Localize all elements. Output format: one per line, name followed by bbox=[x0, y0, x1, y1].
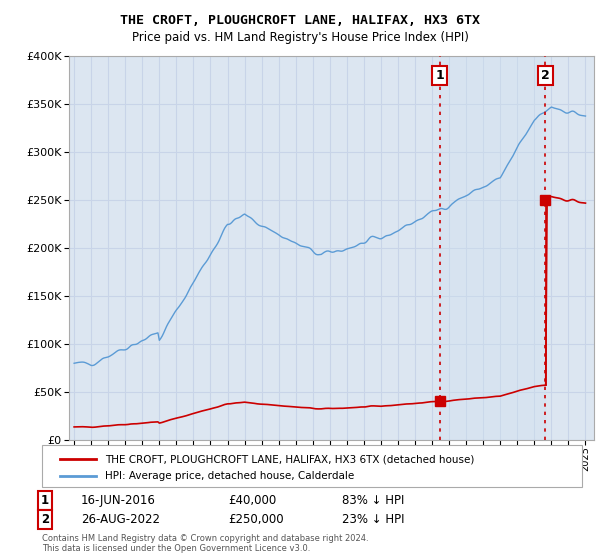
Text: 2: 2 bbox=[41, 513, 49, 526]
Text: 26-AUG-2022: 26-AUG-2022 bbox=[81, 513, 160, 526]
Text: HPI: Average price, detached house, Calderdale: HPI: Average price, detached house, Cald… bbox=[105, 471, 354, 481]
Text: 83% ↓ HPI: 83% ↓ HPI bbox=[342, 493, 404, 507]
Text: Price paid vs. HM Land Registry's House Price Index (HPI): Price paid vs. HM Land Registry's House … bbox=[131, 31, 469, 44]
Text: £40,000: £40,000 bbox=[228, 493, 276, 507]
Text: THE CROFT, PLOUGHCROFT LANE, HALIFAX, HX3 6TX (detached house): THE CROFT, PLOUGHCROFT LANE, HALIFAX, HX… bbox=[105, 454, 475, 464]
Text: 2: 2 bbox=[541, 69, 550, 82]
Text: 1: 1 bbox=[436, 69, 444, 82]
Text: £250,000: £250,000 bbox=[228, 513, 284, 526]
Text: 1: 1 bbox=[41, 493, 49, 507]
Text: 23% ↓ HPI: 23% ↓ HPI bbox=[342, 513, 404, 526]
Text: Contains HM Land Registry data © Crown copyright and database right 2024.
This d: Contains HM Land Registry data © Crown c… bbox=[42, 534, 368, 553]
Text: 16-JUN-2016: 16-JUN-2016 bbox=[81, 493, 156, 507]
Bar bbox=[440, 56, 545, 440]
Text: THE CROFT, PLOUGHCROFT LANE, HALIFAX, HX3 6TX: THE CROFT, PLOUGHCROFT LANE, HALIFAX, HX… bbox=[120, 14, 480, 27]
